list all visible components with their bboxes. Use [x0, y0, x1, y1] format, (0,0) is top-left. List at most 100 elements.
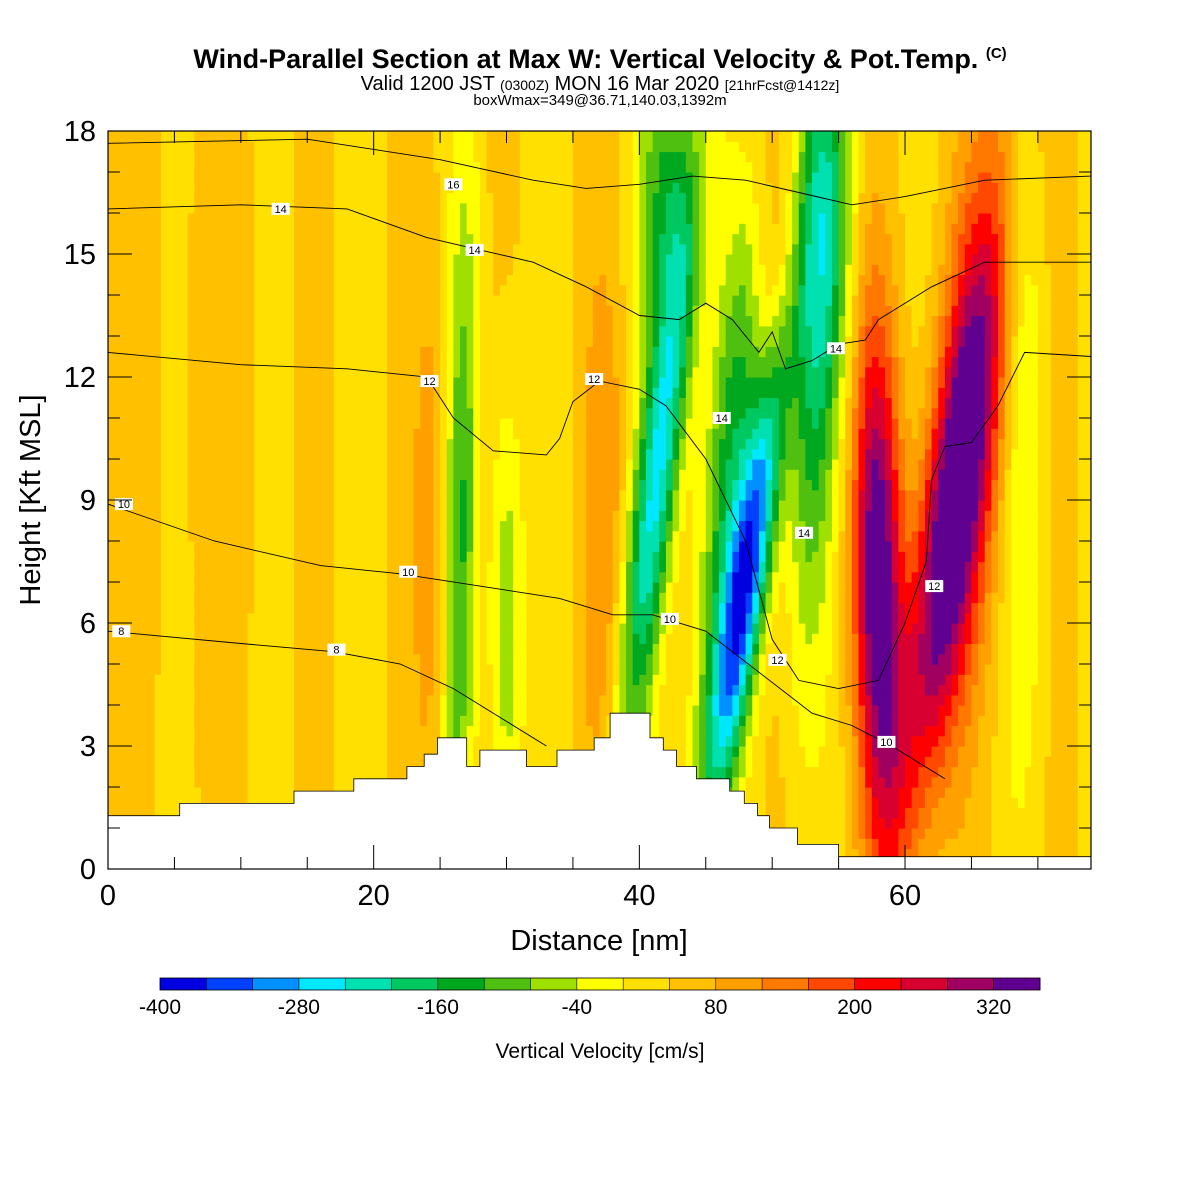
velocity-cell: [194, 500, 202, 511]
velocity-cell: [440, 356, 448, 368]
velocity-cell: [293, 725, 302, 737]
velocity-cell: [121, 448, 129, 460]
velocity-cell: [134, 131, 142, 142]
velocity-cell: [533, 172, 541, 183]
velocity-cell: [533, 182, 541, 194]
velocity-cell: [526, 428, 534, 440]
velocity-cell: [413, 438, 421, 450]
velocity-cell: [446, 366, 454, 378]
velocity-cell: [108, 746, 116, 757]
velocity-cell: [181, 366, 189, 378]
velocity-cell: [559, 274, 567, 286]
velocity-cell: [559, 233, 567, 245]
velocity-cell: [234, 694, 242, 706]
velocity-cell: [453, 571, 461, 583]
velocity-cell: [134, 582, 142, 593]
velocity-cell: [440, 305, 448, 317]
velocity-cell: [486, 274, 494, 286]
velocity-cell: [386, 500, 395, 511]
velocity-cell: [293, 633, 302, 645]
velocity-cell: [479, 284, 488, 296]
velocity-cell: [327, 264, 335, 276]
velocity-cell: [553, 643, 561, 655]
velocity-cell: [440, 684, 448, 696]
velocity-cell: [313, 356, 322, 368]
velocity-cell: [174, 612, 182, 624]
velocity-cell: [347, 377, 355, 388]
velocity-cell: [400, 387, 408, 399]
velocity-cell: [433, 182, 441, 194]
velocity-cell: [141, 233, 149, 245]
velocity-cell: [386, 612, 395, 624]
velocity-cell: [174, 623, 182, 634]
velocity-cell: [553, 725, 561, 737]
velocity-cell: [121, 223, 129, 235]
velocity-cell: [320, 500, 328, 511]
velocity-cell: [559, 582, 567, 593]
velocity-cell: [293, 715, 302, 727]
velocity-cell: [167, 807, 176, 819]
velocity-cell: [426, 141, 435, 153]
velocity-cell: [181, 674, 189, 686]
velocity-cell: [380, 315, 388, 327]
velocity-cell: [446, 438, 454, 450]
velocity-cell: [187, 582, 195, 593]
velocity-cell: [227, 223, 235, 235]
velocity-cell: [141, 776, 149, 788]
velocity-cell: [460, 510, 468, 522]
velocity-cell: [440, 141, 448, 153]
velocity-cell: [320, 643, 328, 655]
velocity-cell: [513, 520, 521, 532]
velocity-cell: [380, 182, 388, 194]
velocity-cell: [147, 202, 156, 214]
velocity-cell: [393, 715, 401, 727]
velocity-cell: [426, 592, 435, 604]
velocity-cell: [114, 510, 122, 522]
velocity-cell: [420, 694, 428, 706]
velocity-cell: [307, 776, 315, 788]
velocity-cell: [413, 233, 421, 245]
velocity-cell: [466, 223, 474, 235]
velocity-cell: [194, 766, 202, 778]
velocity-cell: [240, 274, 249, 286]
velocity-cell: [207, 223, 215, 235]
velocity-cell: [134, 735, 142, 747]
velocity-cell: [453, 684, 461, 696]
velocity-cell: [460, 161, 468, 173]
velocity-cell: [167, 541, 176, 552]
velocity-cell: [479, 315, 488, 327]
velocity-cell: [267, 592, 275, 604]
velocity-cell: [121, 233, 129, 245]
velocity-cell: [194, 274, 202, 286]
velocity-cell: [121, 325, 129, 337]
velocity-cell: [220, 161, 229, 173]
velocity-cell: [479, 366, 488, 378]
velocity-cell: [347, 284, 355, 296]
velocity-cell: [167, 684, 176, 696]
velocity-cell: [267, 356, 275, 368]
velocity-cell: [307, 274, 315, 286]
velocity-cell: [293, 684, 302, 696]
velocity-cell: [519, 315, 528, 327]
velocity-cell: [147, 284, 156, 296]
velocity-cell: [533, 674, 541, 686]
velocity-cell: [108, 346, 116, 358]
velocity-cell: [254, 746, 262, 757]
velocity-cell: [446, 684, 454, 696]
velocity-cell: [287, 705, 295, 716]
velocity-cell: [519, 561, 528, 573]
velocity-cell: [240, 479, 249, 491]
velocity-cell: [440, 694, 448, 706]
velocity-cell: [307, 202, 315, 214]
velocity-cell: [539, 653, 547, 665]
velocity-cell: [533, 428, 541, 440]
velocity-cell: [154, 520, 162, 532]
velocity-cell: [313, 602, 322, 614]
velocity-cell: [559, 223, 567, 235]
velocity-cell: [280, 561, 288, 573]
velocity-cell: [333, 264, 342, 276]
velocity-cell: [333, 387, 342, 399]
velocity-cell: [108, 223, 116, 235]
velocity-cell: [194, 725, 202, 737]
velocity-cell: [147, 213, 156, 224]
